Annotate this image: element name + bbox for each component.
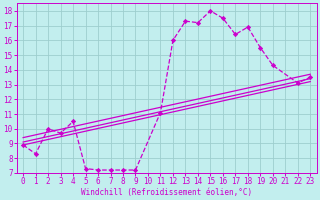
X-axis label: Windchill (Refroidissement éolien,°C): Windchill (Refroidissement éolien,°C) xyxy=(81,188,252,197)
